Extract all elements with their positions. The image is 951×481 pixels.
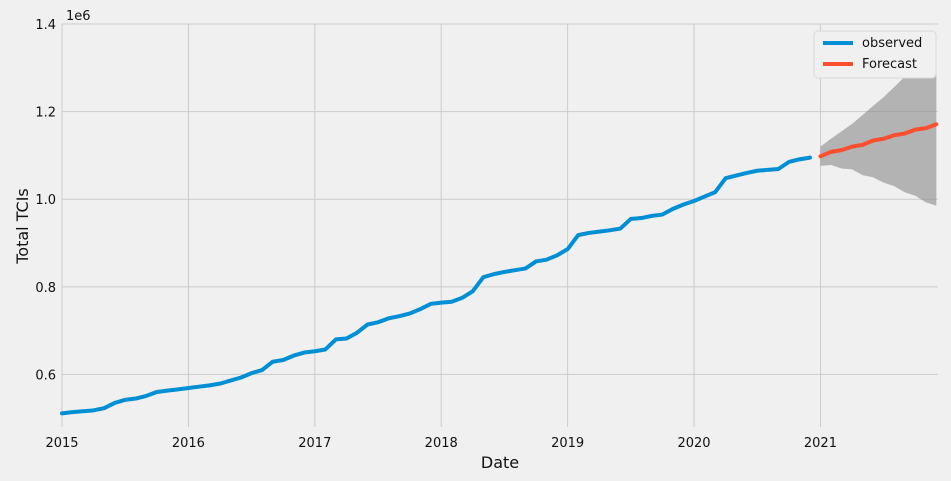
x-tick-label: 2019 [551, 436, 584, 451]
x-tick-label: 2015 [45, 436, 78, 451]
y-tick-label: 1.4 [35, 18, 56, 33]
legend-label-forecast: Forecast [862, 57, 917, 72]
y-tick-label: 1.2 [35, 106, 56, 121]
forecast-ci-band [820, 43, 937, 206]
y-axis-ticks: 0.6 0.8 1.0 1.2 1.4 [35, 18, 56, 383]
series-lines [60, 122, 939, 416]
y-scale-label: 1e6 [66, 9, 91, 24]
x-tick-label: 2020 [677, 436, 710, 451]
y-tick-label: 1.0 [35, 193, 56, 208]
confidence-interval [820, 43, 937, 206]
y-tick-label: 0.8 [35, 281, 56, 296]
y-axis-label: Total TCIs [13, 188, 32, 265]
x-axis-ticks: 2015 2016 2017 2018 2019 2020 2021 [45, 436, 837, 451]
x-tick-label: 2016 [172, 436, 205, 451]
x-axis-label: Date [481, 453, 519, 472]
legend-label-observed: observed [862, 36, 922, 51]
x-tick-label: 2018 [425, 436, 458, 451]
grid [61, 23, 938, 427]
x-tick-label: 2021 [804, 436, 837, 451]
plot-area [62, 24, 938, 427]
series-line-observed [60, 155, 812, 416]
series-line-forecast [818, 122, 939, 159]
legend: observed Forecast [813, 30, 937, 79]
y-tick-label: 0.6 [35, 368, 56, 383]
x-tick-label: 2017 [298, 436, 331, 451]
